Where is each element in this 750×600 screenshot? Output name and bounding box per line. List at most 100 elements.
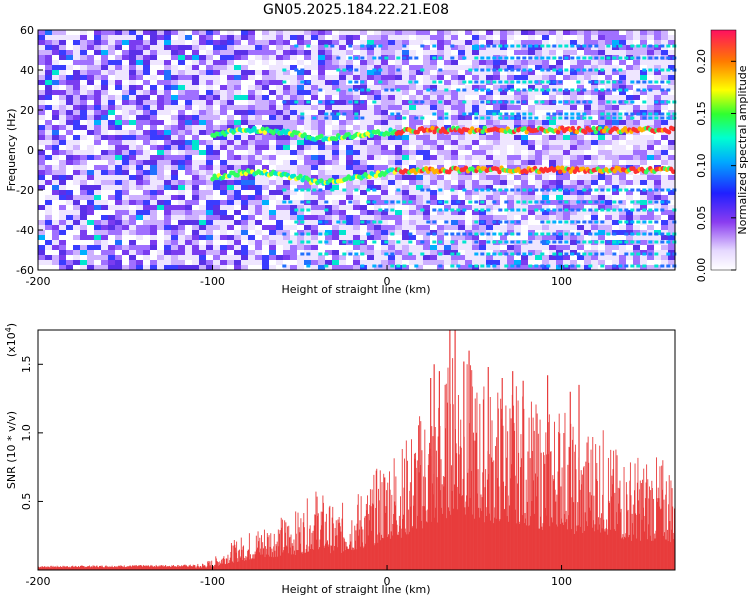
heatmap-cell	[108, 190, 115, 195]
heatmap-cell	[129, 35, 136, 40]
heatmap-cell	[612, 75, 619, 80]
heatmap-cell	[388, 210, 395, 215]
heatmap-cell	[549, 260, 556, 265]
heatmap-cell	[479, 195, 486, 200]
heatmap-cell	[206, 175, 213, 180]
heatmap-cell	[192, 190, 199, 195]
heatmap-cell	[94, 160, 101, 165]
heatmap-cell	[276, 265, 283, 270]
heatmap-cell	[325, 235, 332, 240]
heatmap-cell	[626, 80, 633, 85]
heatmap-cell	[241, 245, 248, 250]
heatmap-cell	[633, 75, 640, 80]
heatmap-cell	[346, 210, 353, 215]
heatmap-cell	[360, 40, 367, 45]
heatmap-cell	[164, 160, 171, 165]
heatmap-cell	[633, 140, 640, 145]
heatmap-line-segment	[306, 208, 311, 212]
heatmap-cell	[45, 70, 52, 75]
heatmap-cell	[521, 245, 528, 250]
heatmap-cell	[157, 60, 164, 65]
heatmap-cell	[255, 250, 262, 255]
heatmap-cell	[262, 250, 269, 255]
heatmap-cell	[647, 40, 654, 45]
heatmap-line-segment	[570, 68, 575, 72]
heatmap-cell	[52, 130, 59, 135]
heatmap-cell	[514, 210, 521, 215]
heatmap-cell	[248, 30, 255, 35]
heatmap-cell	[430, 75, 437, 80]
heatmap-cell	[521, 205, 528, 210]
heatmap-cell	[605, 175, 612, 180]
heatmap-cell	[59, 110, 66, 115]
heatmap-cell	[220, 240, 227, 245]
heatmap-line-segment	[288, 200, 293, 204]
heatmap-cell	[409, 250, 416, 255]
heatmap-cell	[402, 70, 409, 75]
heatmap-cell	[577, 45, 584, 50]
heatmap-line-segment	[642, 200, 647, 204]
heatmap-line-segment	[318, 100, 323, 104]
heatmap-line-segment	[642, 80, 647, 84]
heatmap-line-segment	[516, 112, 521, 116]
heatmap-cell	[206, 65, 213, 70]
heatmap-cell	[143, 70, 150, 75]
heatmap-line-segment	[360, 220, 365, 224]
heatmap-cell	[374, 205, 381, 210]
heatmap-cell	[458, 215, 465, 220]
heatmap-cell	[605, 75, 612, 80]
heatmap-line-segment	[504, 80, 509, 84]
heatmap-cell	[339, 230, 346, 235]
heatmap-line-segment	[282, 68, 287, 72]
heatmap-line-segment	[648, 112, 653, 116]
heatmap-cell	[276, 260, 283, 265]
heatmap-cell	[290, 210, 297, 215]
heatmap-cell	[311, 90, 318, 95]
heatmap-line-segment	[402, 116, 407, 120]
heatmap-cell	[276, 245, 283, 250]
heatmap-cell	[234, 205, 241, 210]
heatmap-cell	[423, 35, 430, 40]
heatmap-cell	[402, 215, 409, 220]
heatmap-line-segment	[450, 56, 455, 60]
heatmap-cell	[353, 240, 360, 245]
heatmap-cell	[626, 100, 633, 105]
heatmap-cell	[248, 70, 255, 75]
heatmap-cell	[493, 185, 500, 190]
heatmap-cell	[535, 265, 542, 270]
heatmap-cell	[563, 195, 570, 200]
heatmap-line-segment	[282, 188, 287, 192]
heatmap-cell	[66, 50, 73, 55]
heatmap-cell	[661, 245, 668, 250]
heatmap-cell	[409, 205, 416, 210]
heatmap-cell	[73, 120, 80, 125]
heatmap-cell	[108, 45, 115, 50]
heatmap-cell	[423, 85, 430, 90]
heatmap-cell	[178, 65, 185, 70]
heatmap-cell	[66, 160, 73, 165]
heatmap-cell	[360, 50, 367, 55]
heatmap-cell	[549, 135, 556, 140]
heatmap-cell	[332, 120, 339, 125]
heatmap-cell	[479, 185, 486, 190]
heatmap-cell	[633, 190, 640, 195]
heatmap-cell	[584, 160, 591, 165]
heatmap-cell	[423, 125, 430, 130]
heatmap-cell	[290, 90, 297, 95]
heatmap-cell	[206, 195, 213, 200]
heatmap-cell	[584, 215, 591, 220]
heatmap-cell	[45, 250, 52, 255]
heatmap-cell	[227, 265, 234, 270]
heatmap-cell	[164, 185, 171, 190]
heatmap-cell	[136, 60, 143, 65]
heatmap-cell	[136, 170, 143, 175]
heatmap-cell	[80, 145, 87, 150]
heatmap-cell	[192, 45, 199, 50]
heatmap-cell	[633, 135, 640, 140]
heatmap-cell	[486, 60, 493, 65]
heatmap-cell	[276, 215, 283, 220]
heatmap-cell	[157, 185, 164, 190]
heatmap-cell	[38, 180, 45, 185]
heatmap-cell	[381, 70, 388, 75]
heatmap-line-segment	[498, 188, 503, 192]
